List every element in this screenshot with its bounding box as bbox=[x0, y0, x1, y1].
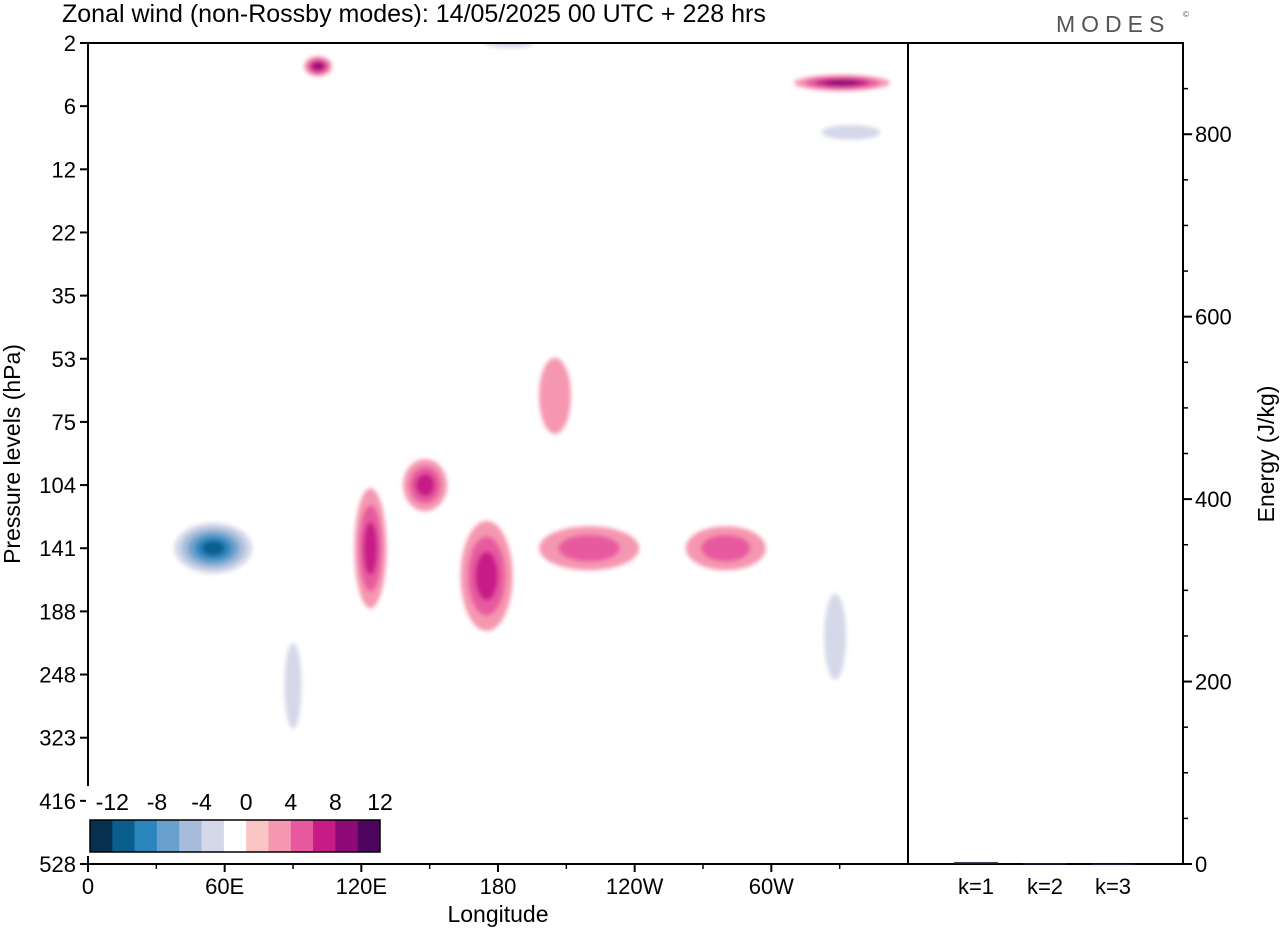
contour-shade bbox=[821, 124, 881, 140]
colorbar-swatch bbox=[246, 820, 269, 852]
colorbar-swatch bbox=[90, 820, 113, 852]
longitude-tick-label: 60W bbox=[749, 874, 794, 899]
colorbar-swatch bbox=[313, 820, 336, 852]
pressure-tick-label: 22 bbox=[52, 220, 76, 245]
x-axis-label: Longitude bbox=[447, 901, 548, 927]
colorbar-swatch bbox=[357, 820, 381, 852]
energy-bar bbox=[1091, 863, 1135, 866]
pressure-tick-label: 6 bbox=[64, 94, 76, 119]
energy-tick-label: 600 bbox=[1195, 305, 1232, 330]
energy-tick-label: 800 bbox=[1195, 122, 1232, 147]
colorbar-swatch bbox=[268, 820, 292, 852]
pressure-tick-label: 416 bbox=[39, 789, 76, 814]
energy-bars: k=1 k=2 k=3 bbox=[954, 862, 1135, 899]
contour-shade bbox=[475, 551, 499, 601]
contour-shade bbox=[363, 521, 378, 575]
contour-shade bbox=[313, 62, 323, 70]
pressure-tick-label: 248 bbox=[39, 663, 76, 688]
energy-tick-label: 0 bbox=[1195, 852, 1207, 877]
colorbar-swatch bbox=[134, 820, 158, 852]
colorbar-swatch bbox=[335, 820, 359, 852]
pressure-axis: 2 6 12 22 35 53 75 104 141 188 248 323 416 528 bbox=[39, 31, 88, 877]
energy-axis: 0 200 400 600 800 bbox=[1183, 87, 1232, 877]
pressure-tick-label: 35 bbox=[52, 284, 76, 309]
energy-bar bbox=[954, 862, 998, 864]
colorbar-swatch bbox=[223, 820, 247, 852]
colorbar-frame bbox=[89, 819, 381, 853]
longitude-axis: 0 60E 120E 180 120W 60W bbox=[82, 864, 841, 899]
energy-axis-label: Energy (J/kg) bbox=[1253, 386, 1279, 523]
pressure-tick-label: 323 bbox=[39, 726, 76, 751]
colorbar-tick-label: 0 bbox=[240, 789, 253, 815]
y-axis-label: Pressure levels (hPa) bbox=[0, 344, 25, 564]
pressure-tick-label: 104 bbox=[39, 473, 76, 498]
contour-shade bbox=[824, 593, 847, 680]
contour-shade bbox=[558, 534, 620, 562]
longitude-tick-label: 60E bbox=[205, 874, 244, 899]
longitude-tick-label: 120W bbox=[606, 874, 664, 899]
pressure-tick-label: 2 bbox=[64, 31, 76, 56]
contour-shade bbox=[538, 357, 571, 434]
pressure-tick-label: 53 bbox=[52, 347, 76, 372]
energy-tick-label: 200 bbox=[1195, 670, 1232, 695]
colorbar-tick-label: 8 bbox=[329, 789, 342, 815]
colorbar-tick-label: 4 bbox=[284, 789, 297, 815]
energy-bar bbox=[1023, 863, 1067, 865]
contour-shade bbox=[701, 534, 751, 562]
colorbar-tick-label: -4 bbox=[191, 789, 212, 815]
colorbar-tick-label: 12 bbox=[367, 789, 393, 815]
contour-shade bbox=[484, 43, 534, 48]
energy-frame bbox=[907, 42, 1184, 865]
brand-mark: © bbox=[1183, 10, 1189, 19]
colorbar-swatch bbox=[290, 820, 314, 852]
colorbar-swatch bbox=[179, 820, 203, 852]
energy-category-label: k=2 bbox=[1027, 874, 1063, 899]
energy-tick-label: 400 bbox=[1195, 487, 1232, 512]
energy-category-label: k=3 bbox=[1095, 874, 1131, 899]
colorbar-swatch bbox=[156, 820, 180, 852]
brand-text: MODES bbox=[1056, 11, 1170, 37]
colorbar-swatch bbox=[112, 820, 136, 852]
brand-logo: MODES © bbox=[1056, 10, 1189, 37]
pressure-tick-label: 141 bbox=[39, 536, 76, 561]
colorbar-tick-label: -8 bbox=[147, 789, 167, 815]
pressure-tick-label: 75 bbox=[52, 410, 76, 435]
colorbar-tick-label: -12 bbox=[96, 789, 129, 815]
energy-category-label: k=1 bbox=[958, 874, 994, 899]
contour-shade bbox=[284, 642, 302, 729]
contour-shade bbox=[825, 80, 859, 86]
pressure-tick-label: 12 bbox=[52, 157, 76, 182]
contour-shade bbox=[202, 540, 225, 556]
pressure-tick-label: 528 bbox=[39, 852, 76, 877]
longitude-tick-label: 120E bbox=[336, 874, 387, 899]
chart-title: Zonal wind (non-Rossby modes): 14/05/202… bbox=[62, 0, 766, 28]
contour-shade bbox=[415, 473, 435, 497]
heatmap-field bbox=[167, 43, 900, 756]
longitude-tick-label: 0 bbox=[82, 874, 94, 899]
heatmap-frame bbox=[87, 42, 909, 865]
colorbar: -12 -8 -4 0 4 8 12 bbox=[86, 786, 393, 856]
longitude-tick-label: 180 bbox=[480, 874, 517, 899]
colorbar-swatch bbox=[201, 820, 225, 852]
pressure-tick-label: 188 bbox=[39, 599, 76, 624]
